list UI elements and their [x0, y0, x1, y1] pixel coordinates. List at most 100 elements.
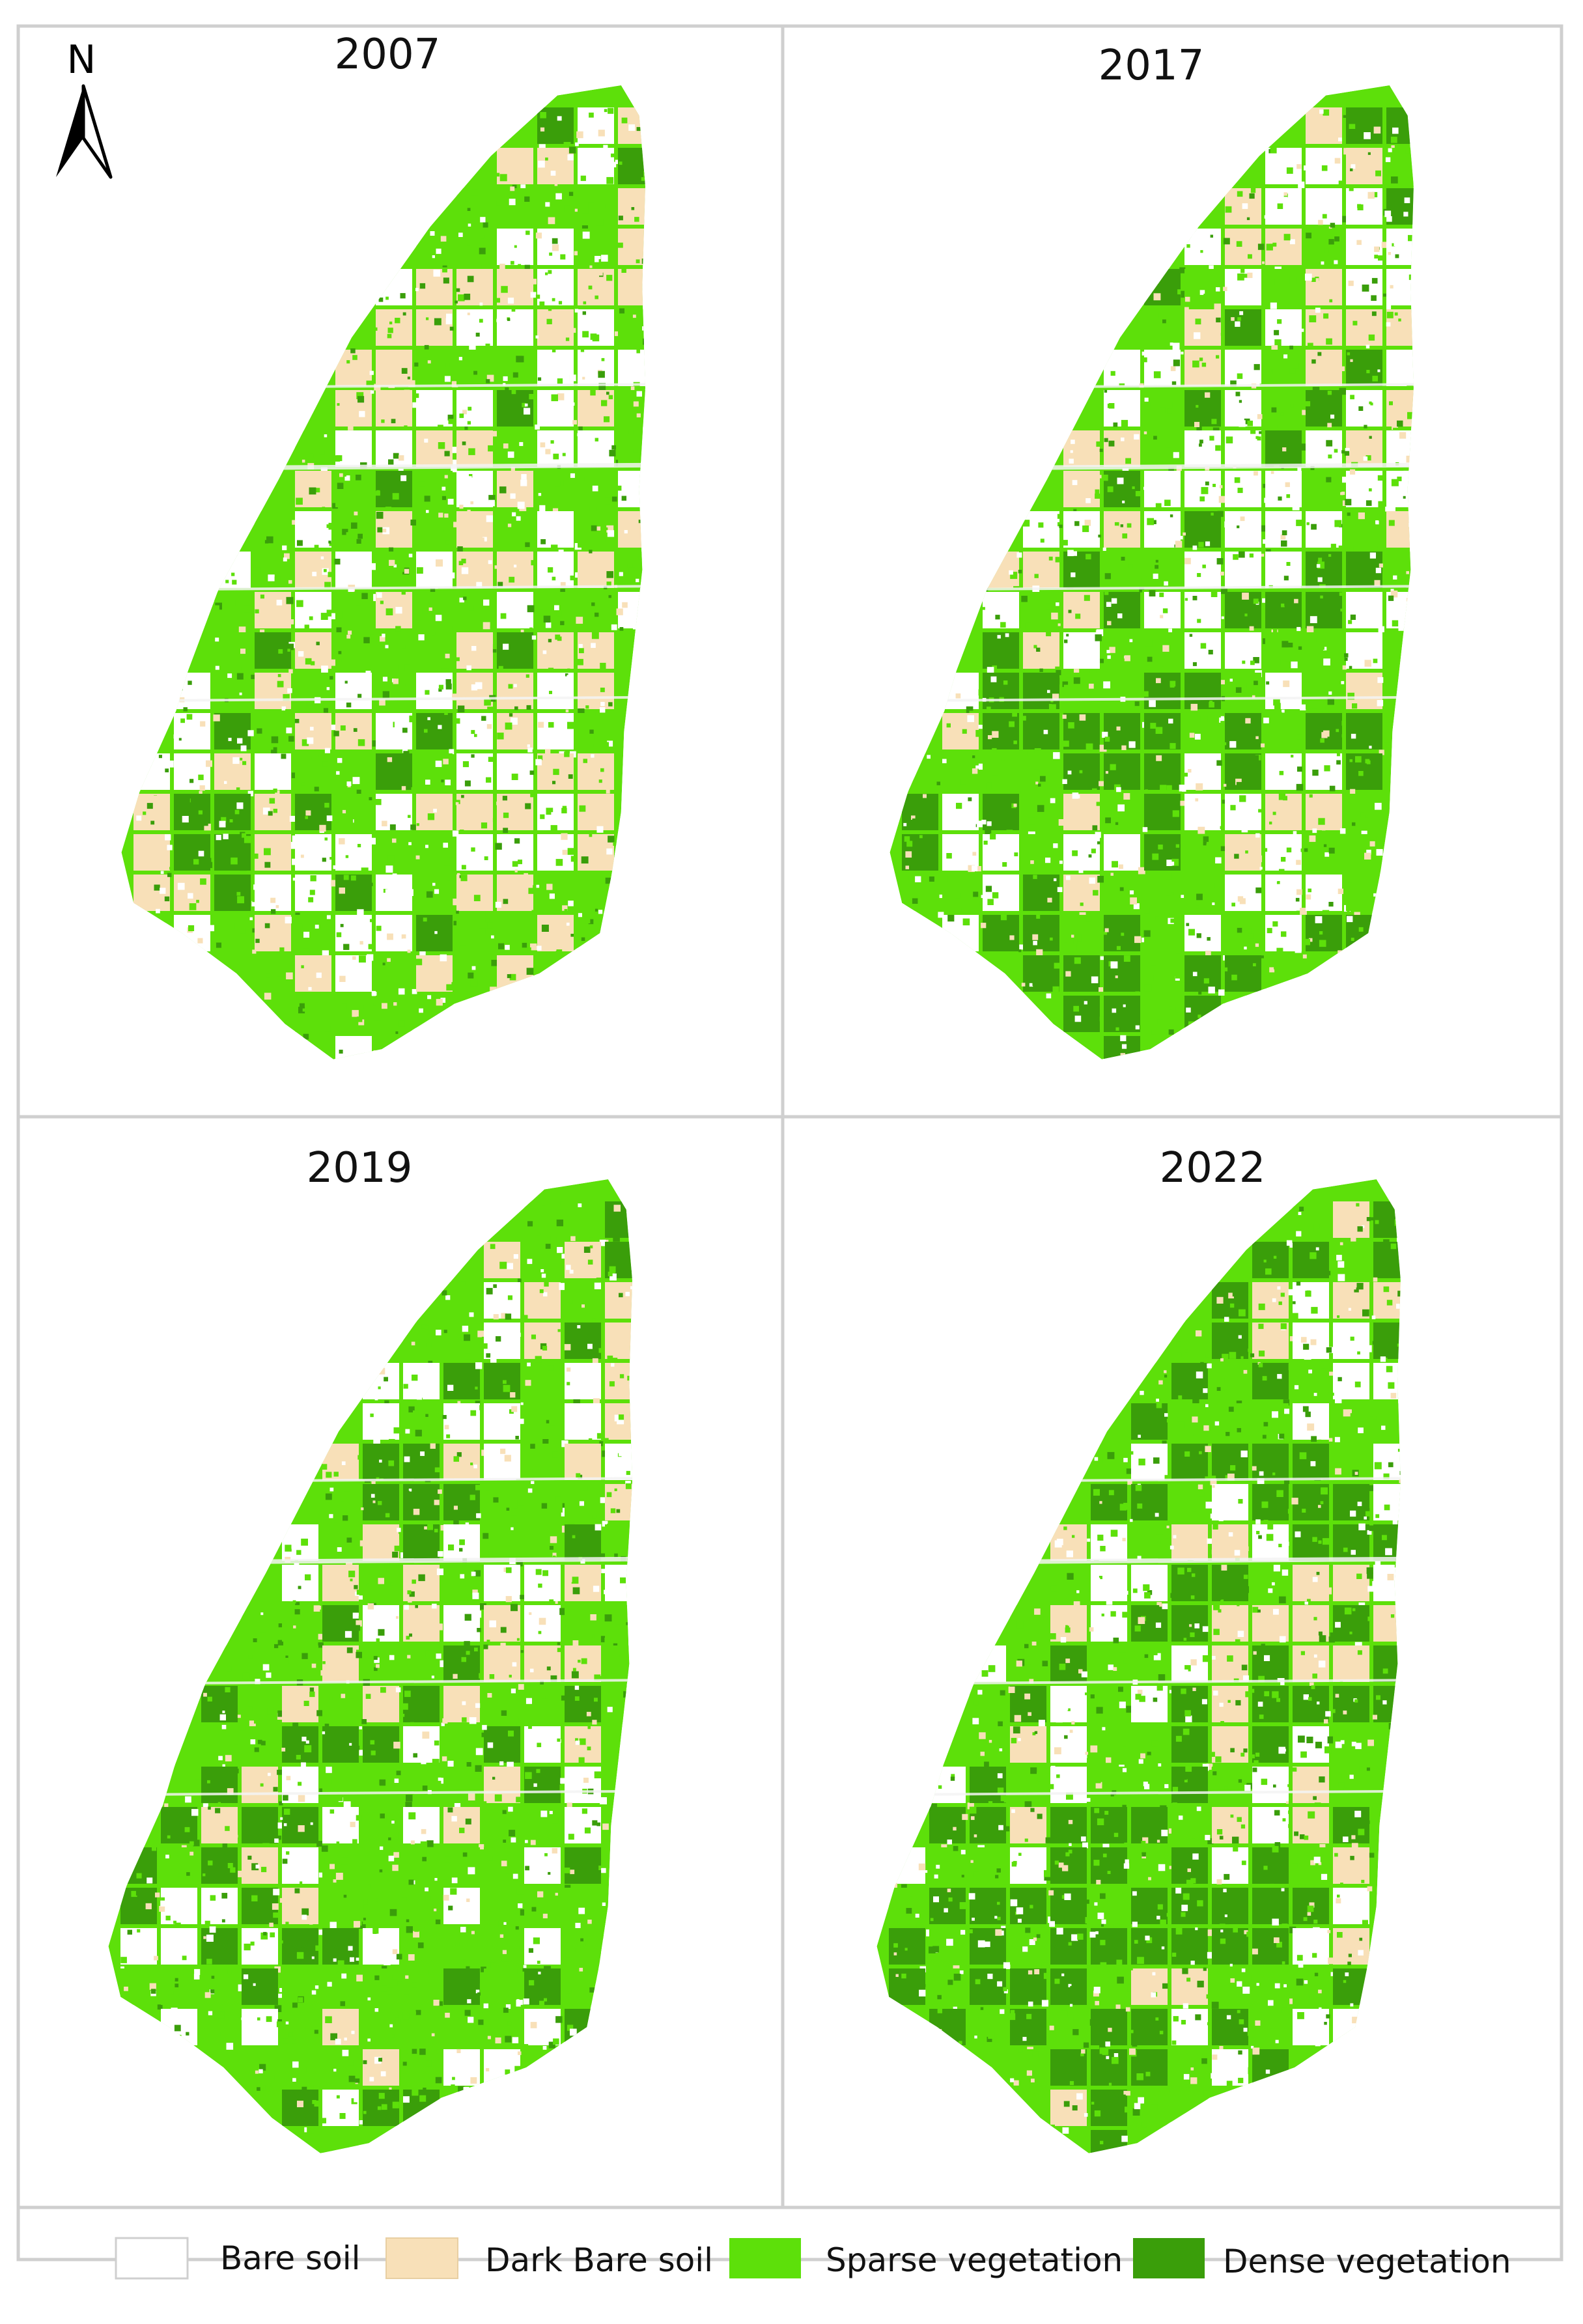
pixel-speckle — [1296, 626, 1301, 632]
pixel-speckle — [1065, 1627, 1071, 1633]
pixel-speckle — [1226, 775, 1230, 779]
pixel-speckle — [443, 1894, 449, 1901]
pixel-speckle — [1029, 1679, 1034, 1684]
pixel-speckle — [503, 1384, 511, 1392]
pixel-speckle — [1091, 976, 1099, 983]
pixel-speckle — [542, 1570, 548, 1576]
pixel-speckle — [1114, 522, 1119, 527]
field-parcel — [376, 753, 412, 790]
pixel-speckle — [136, 815, 142, 821]
pixel-speckle — [1213, 933, 1219, 940]
pixel-speckle — [619, 1293, 623, 1298]
field-parcel — [1333, 1645, 1369, 1682]
pixel-speckle — [1096, 802, 1100, 806]
pixel-speckle — [224, 781, 227, 784]
pixel-speckle — [1299, 1207, 1304, 1212]
pixel-speckle — [575, 1922, 581, 1929]
field-parcel — [335, 552, 372, 588]
pixel-speckle — [438, 688, 442, 692]
pixel-speckle — [301, 782, 305, 786]
pixel-speckle — [372, 740, 379, 747]
pixel-speckle — [510, 493, 516, 499]
pixel-speckle — [348, 1571, 356, 1578]
pixel-speckle — [401, 368, 408, 374]
pixel-speckle — [513, 684, 517, 688]
pixel-speckle — [1282, 709, 1285, 713]
pixel-speckle — [326, 1472, 332, 1478]
field-parcel — [578, 753, 614, 790]
pixel-speckle — [479, 1673, 484, 1679]
pixel-speckle — [392, 1949, 398, 1954]
pixel-speckle — [490, 1962, 497, 1968]
pixel-speckle — [213, 714, 220, 721]
field-parcel — [1144, 592, 1181, 628]
pixel-speckle — [446, 313, 453, 320]
pixel-speckle — [986, 782, 994, 790]
pixel-speckle — [1350, 168, 1353, 171]
pixel-speckle — [500, 1627, 507, 1633]
pixel-speckle — [289, 815, 296, 822]
pixel-speckle — [912, 777, 918, 784]
pixel-speckle — [951, 928, 958, 935]
pixel-speckle — [447, 625, 453, 630]
pixel-speckle — [583, 1778, 589, 1783]
pixel-speckle — [389, 2024, 393, 2028]
pixel-speckle — [1006, 830, 1013, 836]
pixel-speckle — [443, 843, 448, 848]
pixel-speckle — [529, 224, 532, 227]
pixel-speckle — [1283, 576, 1289, 581]
pixel-speckle — [241, 2017, 244, 2021]
pixel-speckle — [467, 313, 470, 316]
pixel-speckle — [454, 1435, 457, 1438]
field-parcel — [1023, 955, 1059, 992]
pixel-speckle — [616, 608, 623, 615]
pixel-speckle — [464, 1659, 471, 1666]
pixel-speckle — [1165, 1535, 1168, 1539]
pixel-speckle — [1190, 1659, 1197, 1666]
pixel-speckle — [543, 1292, 548, 1296]
pixel-speckle — [1314, 1474, 1321, 1481]
pixel-speckle — [1283, 354, 1288, 359]
pixel-speckle — [565, 1952, 571, 1958]
pixel-speckle — [1112, 682, 1119, 689]
pixel-speckle — [534, 767, 539, 772]
pixel-speckle — [1298, 265, 1304, 271]
pixel-speckle — [262, 1664, 270, 1671]
pixel-speckle — [603, 145, 608, 150]
pixel-speckle — [571, 1671, 579, 1679]
pixel-speckle — [555, 193, 562, 200]
pixel-speckle — [372, 1500, 376, 1504]
pixel-speckle — [481, 716, 486, 721]
pixel-speckle — [607, 1355, 613, 1362]
pixel-speckle — [583, 759, 587, 763]
pixel-speckle — [330, 2033, 337, 2041]
pixel-speckle — [178, 738, 182, 741]
pixel-speckle — [636, 259, 640, 264]
pixel-speckle — [1386, 216, 1392, 222]
pixel-speckle — [627, 563, 633, 569]
field-parcel — [376, 996, 412, 1032]
field-parcel — [1131, 1403, 1168, 1440]
field-parcel — [295, 673, 331, 709]
pixel-speckle — [581, 1658, 587, 1664]
pixel-speckle — [1362, 1225, 1365, 1228]
pixel-speckle — [1327, 698, 1334, 705]
field-parcel — [443, 1363, 480, 1399]
pixel-speckle — [1352, 1286, 1356, 1290]
field-parcel — [1184, 955, 1221, 992]
pixel-speckle — [298, 651, 304, 657]
field-parcel — [1265, 269, 1302, 305]
pixel-speckle — [1057, 887, 1063, 892]
pixel-speckle — [1318, 1631, 1323, 1636]
pixel-speckle — [462, 1701, 466, 1705]
pixel-speckle — [608, 107, 614, 114]
pixel-speckle — [483, 1644, 488, 1649]
pixel-speckle — [636, 391, 642, 397]
pixel-speckle — [1258, 809, 1262, 813]
pixel-speckle — [1171, 892, 1174, 895]
pixel-speckle — [606, 391, 609, 395]
pixel-speckle — [337, 758, 343, 763]
pixel-speckle — [296, 1668, 302, 1675]
pixel-speckle — [496, 802, 500, 805]
pixel-speckle — [557, 636, 562, 641]
